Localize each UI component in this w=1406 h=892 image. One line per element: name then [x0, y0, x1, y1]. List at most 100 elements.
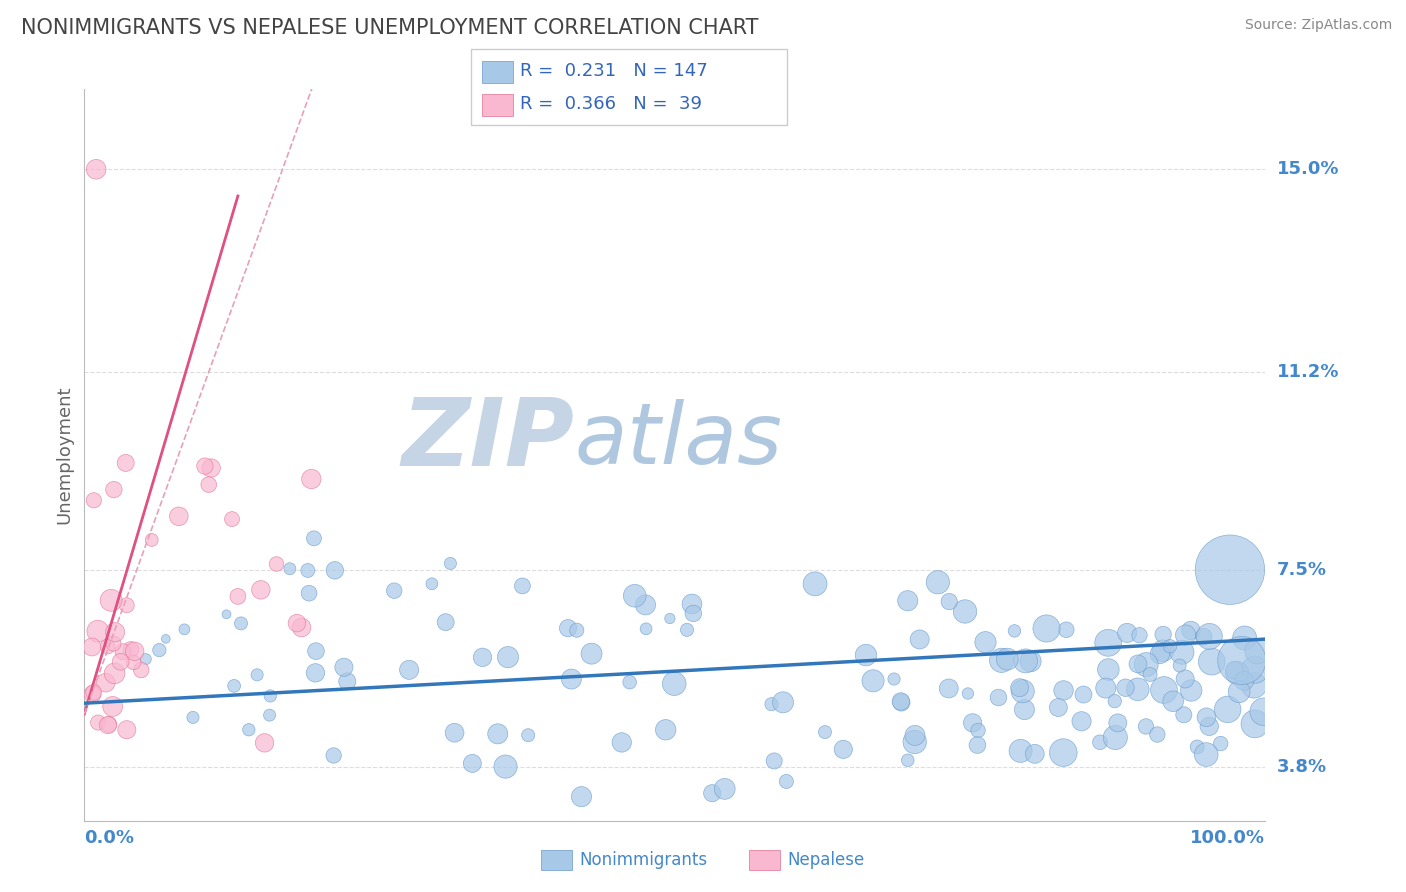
Point — [636, 622, 658, 636]
Point — [855, 648, 877, 662]
Point — [987, 690, 1010, 705]
Point — [1195, 747, 1218, 762]
Point — [610, 735, 633, 749]
Point — [197, 477, 219, 491]
Point — [173, 623, 195, 637]
Point — [581, 647, 603, 661]
Point — [246, 668, 269, 682]
Point — [226, 590, 249, 604]
Point — [897, 753, 920, 767]
Point — [200, 461, 222, 475]
Point — [298, 586, 321, 600]
Point — [238, 723, 260, 737]
Point — [1226, 665, 1249, 680]
Point — [333, 660, 356, 674]
Point — [904, 735, 927, 749]
Point — [115, 723, 138, 737]
Point — [1126, 682, 1149, 697]
Point — [1173, 707, 1195, 722]
Point — [1014, 654, 1036, 668]
Point — [155, 632, 177, 646]
Point — [1244, 663, 1267, 677]
Point — [495, 759, 517, 773]
Point — [1180, 624, 1202, 638]
Point — [967, 723, 990, 738]
Point — [87, 624, 110, 639]
Point — [82, 687, 104, 701]
Point — [120, 642, 142, 657]
Point — [1198, 719, 1220, 733]
Point — [1233, 673, 1256, 688]
Point — [266, 557, 288, 571]
Point — [323, 563, 346, 577]
Text: Nepalese: Nepalese — [787, 851, 865, 869]
Point — [221, 512, 243, 526]
Point — [83, 685, 105, 699]
Point — [80, 640, 103, 654]
Point — [194, 459, 217, 474]
Point — [1152, 627, 1174, 641]
Point — [285, 616, 308, 631]
Point — [897, 593, 920, 607]
Point — [1253, 705, 1275, 719]
Point — [990, 653, 1012, 667]
Point — [890, 695, 912, 709]
Point — [278, 562, 301, 576]
Point — [496, 650, 519, 665]
Point — [814, 725, 837, 739]
Point — [1054, 623, 1077, 637]
Point — [702, 786, 724, 800]
Point — [1135, 719, 1157, 733]
Text: 11.2%: 11.2% — [1277, 363, 1339, 381]
Point — [560, 672, 582, 686]
Point — [1014, 703, 1036, 717]
Point — [1244, 717, 1267, 731]
Point — [634, 598, 657, 612]
Point — [676, 623, 699, 637]
Point — [103, 666, 125, 681]
Point — [122, 656, 145, 670]
Point — [1115, 681, 1137, 695]
Point — [1052, 746, 1074, 760]
Point — [259, 708, 281, 723]
Point — [115, 599, 138, 613]
Point — [571, 789, 593, 804]
Point — [904, 728, 927, 742]
Point — [1126, 657, 1149, 671]
Point — [101, 699, 124, 714]
Point — [420, 576, 443, 591]
Point — [100, 593, 122, 607]
Point — [1019, 654, 1042, 668]
Point — [215, 607, 238, 622]
Point — [862, 673, 884, 688]
Point — [1174, 672, 1197, 686]
Point — [1201, 655, 1223, 669]
Point — [461, 756, 484, 771]
Point — [995, 652, 1018, 666]
Point — [1233, 631, 1256, 645]
Text: NONIMMIGRANTS VS NEPALESE UNEMPLOYMENT CORRELATION CHART: NONIMMIGRANTS VS NEPALESE UNEMPLOYMENT C… — [21, 18, 759, 37]
Y-axis label: Unemployment: Unemployment — [55, 385, 73, 524]
Point — [1246, 644, 1268, 658]
Point — [1094, 681, 1116, 695]
Point — [1035, 622, 1057, 636]
Point — [1153, 683, 1175, 698]
Point — [434, 615, 457, 630]
Point — [229, 616, 252, 631]
Point — [299, 472, 322, 486]
Point — [1008, 681, 1031, 695]
Point — [1070, 714, 1092, 729]
Point — [94, 675, 117, 690]
Point — [1097, 636, 1119, 650]
Point — [1171, 645, 1194, 659]
Point — [1198, 629, 1220, 643]
Point — [1243, 678, 1265, 692]
Point — [512, 579, 534, 593]
Point — [804, 577, 827, 591]
Point — [1192, 630, 1215, 644]
Text: 7.5%: 7.5% — [1277, 561, 1326, 579]
Point — [713, 781, 735, 796]
Point — [1139, 667, 1161, 681]
Point — [890, 694, 912, 708]
Point — [1047, 700, 1070, 714]
